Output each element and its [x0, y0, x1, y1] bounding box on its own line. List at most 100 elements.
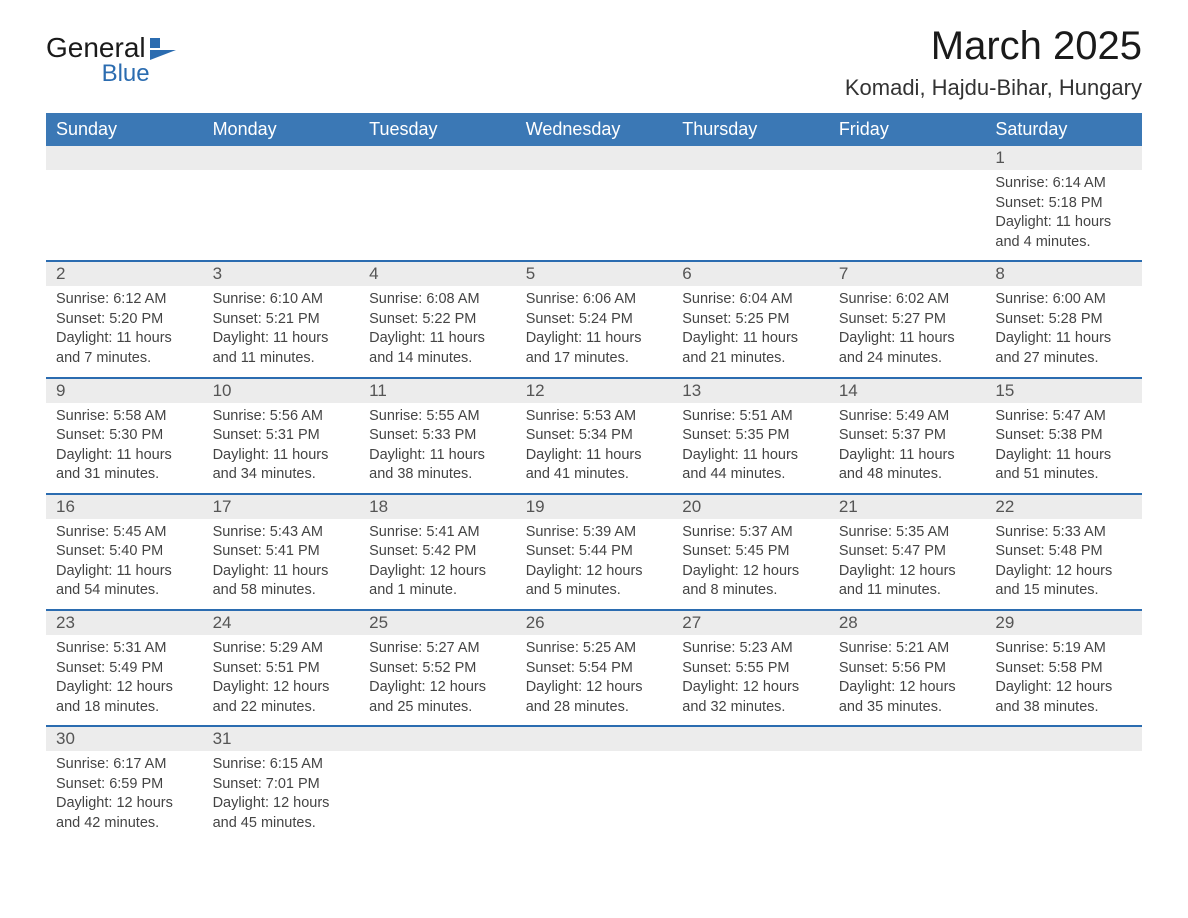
day-number-cell: 20 [672, 494, 829, 519]
sunset-text: Sunset: 5:54 PM [526, 659, 663, 679]
daylight-text: Daylight: 12 hours and 38 minutes. [995, 678, 1132, 717]
day-detail-cell: Sunrise: 5:33 AMSunset: 5:48 PMDaylight:… [985, 519, 1142, 610]
sunrise-text: Sunrise: 5:35 AM [839, 523, 976, 543]
daylight-text: Daylight: 12 hours and 25 minutes. [369, 678, 506, 717]
daylight-text: Daylight: 11 hours and 54 minutes. [56, 562, 193, 601]
day-number-cell: 25 [359, 610, 516, 635]
sunset-text: Sunset: 5:55 PM [682, 659, 819, 679]
day-number: 8 [995, 264, 1004, 283]
day-detail-cell: Sunrise: 6:17 AMSunset: 6:59 PMDaylight:… [46, 751, 203, 841]
day-detail-cell: Sunrise: 5:21 AMSunset: 5:56 PMDaylight:… [829, 635, 986, 726]
daylight-text: Daylight: 11 hours and 21 minutes. [682, 329, 819, 368]
day-number: 9 [56, 381, 65, 400]
title-block: March 2025 Komadi, Hajdu-Bihar, Hungary [845, 24, 1142, 101]
sunset-text: Sunset: 5:42 PM [369, 542, 506, 562]
day-detail-cell: Sunrise: 5:56 AMSunset: 5:31 PMDaylight:… [203, 403, 360, 494]
daylight-text: Daylight: 12 hours and 35 minutes. [839, 678, 976, 717]
daylight-text: Daylight: 12 hours and 8 minutes. [682, 562, 819, 601]
sunrise-text: Sunrise: 6:15 AM [213, 755, 350, 775]
daylight-text: Daylight: 11 hours and 51 minutes. [995, 446, 1132, 485]
daylight-text: Daylight: 11 hours and 48 minutes. [839, 446, 976, 485]
day-number-cell: 1 [985, 146, 1142, 170]
day-detail-cell [672, 751, 829, 841]
day-detail-cell: Sunrise: 6:15 AMSunset: 7:01 PMDaylight:… [203, 751, 360, 841]
sunrise-text: Sunrise: 5:45 AM [56, 523, 193, 543]
daylight-text: Daylight: 12 hours and 45 minutes. [213, 794, 350, 833]
day-number: 30 [56, 729, 75, 748]
sunset-text: Sunset: 5:25 PM [682, 310, 819, 330]
day-number: 28 [839, 613, 858, 632]
day-detail-cell [829, 170, 986, 261]
sunrise-text: Sunrise: 6:10 AM [213, 290, 350, 310]
day-detail-cell [516, 751, 673, 841]
day-number: 25 [369, 613, 388, 632]
day-detail-row: Sunrise: 5:45 AMSunset: 5:40 PMDaylight:… [46, 519, 1142, 610]
day-detail-cell [516, 170, 673, 261]
day-detail-row: Sunrise: 6:17 AMSunset: 6:59 PMDaylight:… [46, 751, 1142, 841]
day-number-cell: 19 [516, 494, 673, 519]
sunrise-text: Sunrise: 5:43 AM [213, 523, 350, 543]
sunrise-text: Sunrise: 5:51 AM [682, 407, 819, 427]
day-number-cell [672, 146, 829, 170]
day-detail-cell [829, 751, 986, 841]
day-number: 18 [369, 497, 388, 516]
sunset-text: Sunset: 5:30 PM [56, 426, 193, 446]
daylight-text: Daylight: 12 hours and 11 minutes. [839, 562, 976, 601]
sunset-text: Sunset: 5:37 PM [839, 426, 976, 446]
day-number-cell: 3 [203, 261, 360, 286]
day-number: 6 [682, 264, 691, 283]
sunset-text: Sunset: 5:27 PM [839, 310, 976, 330]
day-detail-cell: Sunrise: 5:39 AMSunset: 5:44 PMDaylight:… [516, 519, 673, 610]
day-number-cell: 14 [829, 378, 986, 403]
sunrise-text: Sunrise: 5:55 AM [369, 407, 506, 427]
day-detail-cell: Sunrise: 6:02 AMSunset: 5:27 PMDaylight:… [829, 286, 986, 377]
day-header-row: Sunday Monday Tuesday Wednesday Thursday… [46, 113, 1142, 146]
day-number-cell: 12 [516, 378, 673, 403]
day-number-row: 3031 [46, 726, 1142, 751]
sunrise-text: Sunrise: 5:49 AM [839, 407, 976, 427]
day-header: Sunday [46, 113, 203, 146]
sunrise-text: Sunrise: 5:39 AM [526, 523, 663, 543]
day-number-cell: 28 [829, 610, 986, 635]
day-detail-cell: Sunrise: 5:37 AMSunset: 5:45 PMDaylight:… [672, 519, 829, 610]
daylight-text: Daylight: 12 hours and 5 minutes. [526, 562, 663, 601]
calendar-table: Sunday Monday Tuesday Wednesday Thursday… [46, 113, 1142, 842]
logo-text-general: General [46, 32, 146, 63]
day-number-cell: 22 [985, 494, 1142, 519]
day-number-cell: 24 [203, 610, 360, 635]
sunset-text: Sunset: 5:51 PM [213, 659, 350, 679]
day-number-row: 2345678 [46, 261, 1142, 286]
sunset-text: Sunset: 5:28 PM [995, 310, 1132, 330]
day-detail-cell: Sunrise: 5:45 AMSunset: 5:40 PMDaylight:… [46, 519, 203, 610]
day-number: 27 [682, 613, 701, 632]
sunset-text: Sunset: 5:38 PM [995, 426, 1132, 446]
header: General Blue March 2025 Komadi, Hajdu-Bi… [46, 24, 1142, 101]
day-number-cell: 21 [829, 494, 986, 519]
day-number-cell [672, 726, 829, 751]
day-detail-cell: Sunrise: 5:23 AMSunset: 5:55 PMDaylight:… [672, 635, 829, 726]
sunrise-text: Sunrise: 6:08 AM [369, 290, 506, 310]
day-number: 21 [839, 497, 858, 516]
sunset-text: Sunset: 5:44 PM [526, 542, 663, 562]
day-detail-cell: Sunrise: 6:12 AMSunset: 5:20 PMDaylight:… [46, 286, 203, 377]
daylight-text: Daylight: 11 hours and 34 minutes. [213, 446, 350, 485]
day-header: Friday [829, 113, 986, 146]
day-number-row: 1 [46, 146, 1142, 170]
day-detail-cell: Sunrise: 5:58 AMSunset: 5:30 PMDaylight:… [46, 403, 203, 494]
day-number-cell [359, 726, 516, 751]
day-number-cell: 18 [359, 494, 516, 519]
day-detail-row: Sunrise: 5:31 AMSunset: 5:49 PMDaylight:… [46, 635, 1142, 726]
day-number: 16 [56, 497, 75, 516]
day-number-cell [829, 726, 986, 751]
day-detail-cell: Sunrise: 5:41 AMSunset: 5:42 PMDaylight:… [359, 519, 516, 610]
day-detail-cell [359, 170, 516, 261]
day-number-cell: 11 [359, 378, 516, 403]
day-number: 20 [682, 497, 701, 516]
day-number: 12 [526, 381, 545, 400]
day-number-cell: 2 [46, 261, 203, 286]
daylight-text: Daylight: 11 hours and 38 minutes. [369, 446, 506, 485]
sunrise-text: Sunrise: 5:58 AM [56, 407, 193, 427]
day-number-cell: 26 [516, 610, 673, 635]
day-number-cell: 6 [672, 261, 829, 286]
day-detail-cell: Sunrise: 5:51 AMSunset: 5:35 PMDaylight:… [672, 403, 829, 494]
